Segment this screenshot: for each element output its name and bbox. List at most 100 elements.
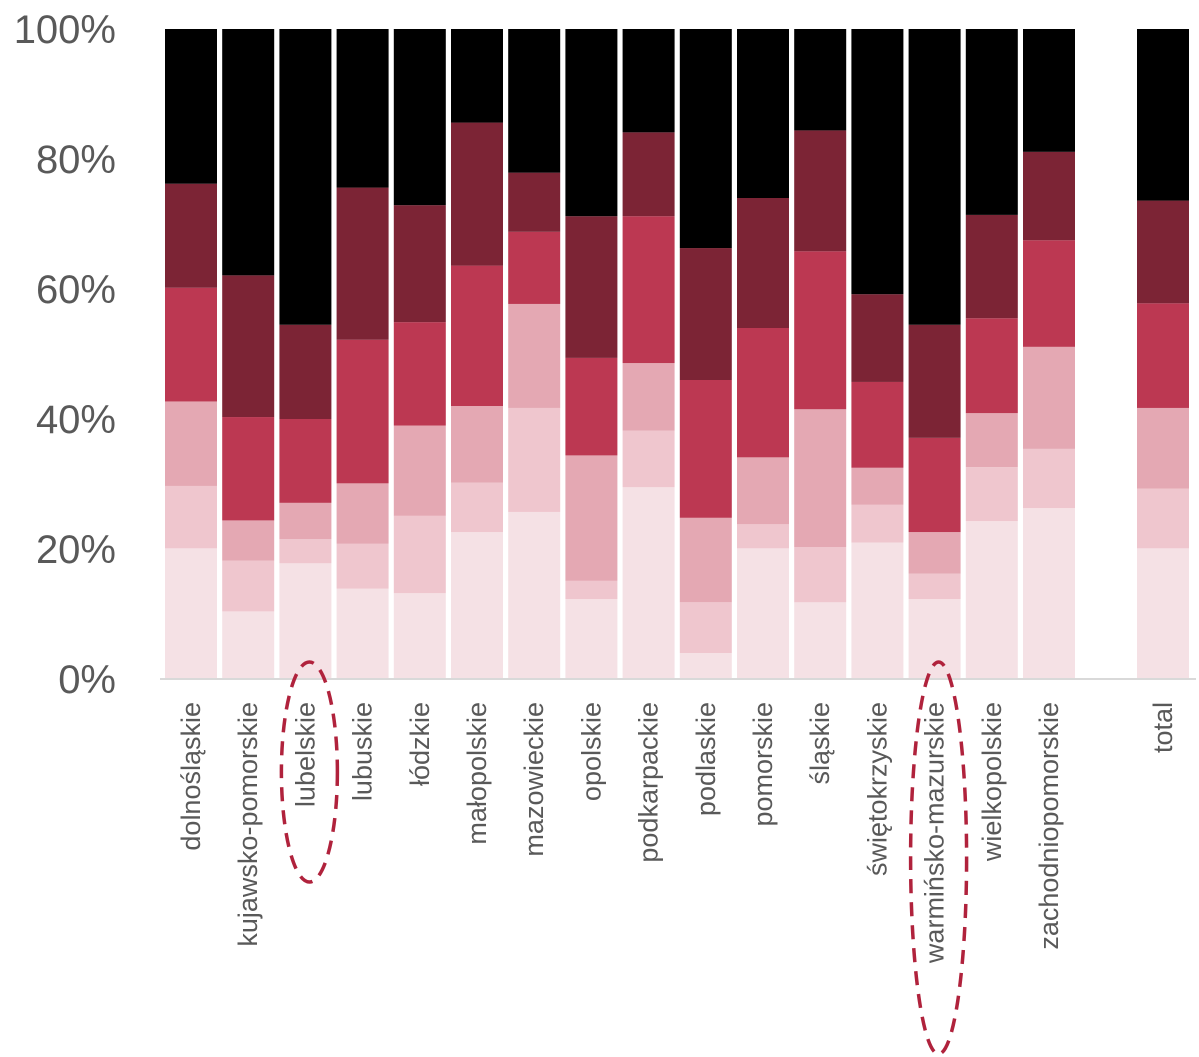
bar-segment <box>222 520 275 561</box>
bar-segment <box>794 251 847 410</box>
bar-segment <box>622 132 675 217</box>
bar-segment <box>794 602 847 679</box>
bar-segment <box>1137 407 1189 489</box>
highlight-marks <box>279 660 969 1056</box>
bar-stack <box>565 29 618 679</box>
x-tick-label: lubuskie <box>348 702 378 801</box>
bar-segment <box>679 380 732 518</box>
bar-segment <box>393 205 446 323</box>
bar-segment <box>451 482 503 533</box>
bar-segment <box>565 580 618 600</box>
bar-segment <box>1023 151 1075 241</box>
bar-stack <box>794 29 847 679</box>
y-tick-label: 40% <box>36 398 116 442</box>
bar-stack <box>393 29 446 679</box>
bar-segment <box>1137 548 1189 679</box>
x-tick-label: świętokrzyskie <box>862 702 892 876</box>
bar-segment <box>279 502 332 540</box>
bar-stack <box>279 29 332 679</box>
bar-segment <box>908 324 961 438</box>
bar-segment <box>393 425 446 516</box>
bar-segment <box>508 29 561 173</box>
bar-segment <box>965 318 1018 414</box>
bar-segment <box>679 29 732 249</box>
bar-segment <box>393 593 446 679</box>
y-tick-label: 60% <box>36 268 116 312</box>
bar-stack <box>908 29 961 679</box>
bar-segment <box>1023 29 1075 152</box>
bar-stack <box>1023 29 1075 679</box>
x-tick-label: warmińsko-mazurskie <box>920 702 950 964</box>
bar-segment <box>451 406 503 483</box>
bar-segment <box>737 328 789 458</box>
bar-segment <box>222 417 275 521</box>
bar-segment <box>679 653 732 679</box>
x-tick-label: małopolskie <box>462 702 492 845</box>
bar-stack <box>851 29 904 679</box>
bar-segment <box>622 29 675 133</box>
bar-segment <box>794 29 847 131</box>
bar-segment <box>165 401 217 486</box>
bar-segment <box>336 483 389 544</box>
bar-segment <box>565 216 618 358</box>
bar-segment <box>908 599 961 679</box>
bar-stack <box>1137 29 1189 679</box>
y-tick-label: 0% <box>58 658 116 702</box>
bar-segment <box>336 339 389 484</box>
bar-segment <box>622 363 675 431</box>
bar-segment <box>451 29 503 123</box>
bar-segment <box>965 467 1018 522</box>
x-tick-label: wielkopolskie <box>977 702 1007 862</box>
bar-segment <box>165 29 217 184</box>
bar-segment <box>336 187 389 340</box>
bar-segment <box>565 455 618 581</box>
bar-stack <box>508 29 561 679</box>
bar-segment <box>222 611 275 679</box>
bar-segment <box>851 381 904 468</box>
bar-segment <box>908 573 961 600</box>
x-tick-label: total <box>1148 702 1178 753</box>
bar-segment <box>965 521 1018 679</box>
bar-segment <box>279 563 332 679</box>
bar-segment <box>737 548 789 679</box>
bar-segment <box>165 485 217 549</box>
bar-segment <box>908 532 961 574</box>
bar-segment <box>737 198 789 328</box>
bar-segment <box>1137 200 1189 304</box>
bar-stack <box>336 29 389 679</box>
y-tick-label: 20% <box>36 528 116 572</box>
bar-segment <box>393 29 446 206</box>
bar-segment <box>737 29 789 198</box>
bar-segment <box>279 324 332 419</box>
bar-stack <box>165 29 217 679</box>
highlight-ellipse <box>908 660 969 1056</box>
bar-segment <box>565 29 618 217</box>
bar-segment <box>508 303 561 408</box>
bar-segment <box>165 287 217 402</box>
bar-segment <box>1023 448 1075 509</box>
x-tick-label: mazowieckie <box>519 702 549 857</box>
bar-segment <box>336 588 389 679</box>
bar-segment <box>851 467 904 505</box>
bar-segment <box>508 231 561 304</box>
bar-segment <box>737 524 789 549</box>
bar-segment <box>908 29 961 325</box>
bar-segment <box>165 548 217 679</box>
bar-segment <box>336 543 389 589</box>
x-tick-label: śląskie <box>805 702 835 785</box>
x-tick-label: lubelskie <box>290 702 320 807</box>
bar-segment <box>1023 240 1075 347</box>
bar-segment <box>622 216 675 364</box>
bar-segment <box>336 29 389 188</box>
bar-segment <box>1137 303 1189 408</box>
bar-stack <box>679 29 732 679</box>
y-axis: 0% 20% 40% 60% 80% 100% <box>14 8 116 702</box>
x-tick-label: podlaskie <box>691 702 721 816</box>
bar-segment <box>1023 508 1075 679</box>
bar-segment <box>508 511 561 679</box>
bar-segment <box>393 515 446 594</box>
bar-segment <box>222 560 275 612</box>
bar-segment <box>965 413 1018 468</box>
bar-segment <box>622 487 675 679</box>
x-tick-label: łódzkie <box>405 702 435 786</box>
